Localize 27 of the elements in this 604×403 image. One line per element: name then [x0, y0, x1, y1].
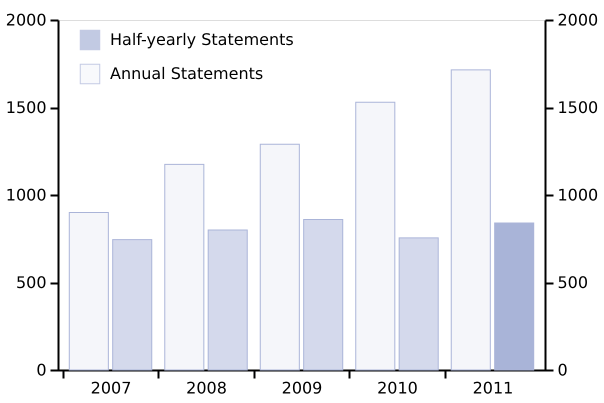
bar — [355, 102, 396, 370]
y2-tick-label: 2000 — [558, 10, 598, 30]
bar — [164, 164, 204, 370]
bar — [68, 212, 109, 370]
y-tick-label: 1500 — [6, 98, 46, 117]
y-tick-label: 1000 — [6, 186, 46, 204]
y-tick-label: 2000 — [6, 10, 46, 30]
bar — [494, 222, 534, 370]
y-tick-label: 0 — [36, 360, 46, 380]
y2-tick-label: 1500 — [558, 98, 598, 117]
y-tick-label: 500 — [16, 273, 46, 292]
bar — [112, 239, 152, 370]
bar — [303, 219, 344, 370]
x-tick-label: 2008 — [186, 378, 227, 398]
bar — [208, 230, 248, 370]
y2-tick-label: 1000 — [558, 186, 598, 204]
x-tick-label: 2007 — [90, 378, 132, 398]
bar — [398, 237, 439, 370]
bar — [260, 144, 300, 370]
legend-label: Half-yearly Statements — [110, 30, 294, 49]
y2-tick-label: 500 — [558, 273, 588, 292]
bar — [450, 69, 491, 370]
x-tick-label: 2011 — [472, 378, 514, 398]
y2-tick-label: 0 — [558, 360, 568, 380]
legend-label: Annual Statements — [110, 64, 264, 83]
x-tick-label: 2009 — [282, 378, 322, 398]
x-tick-label: 2010 — [377, 378, 418, 398]
